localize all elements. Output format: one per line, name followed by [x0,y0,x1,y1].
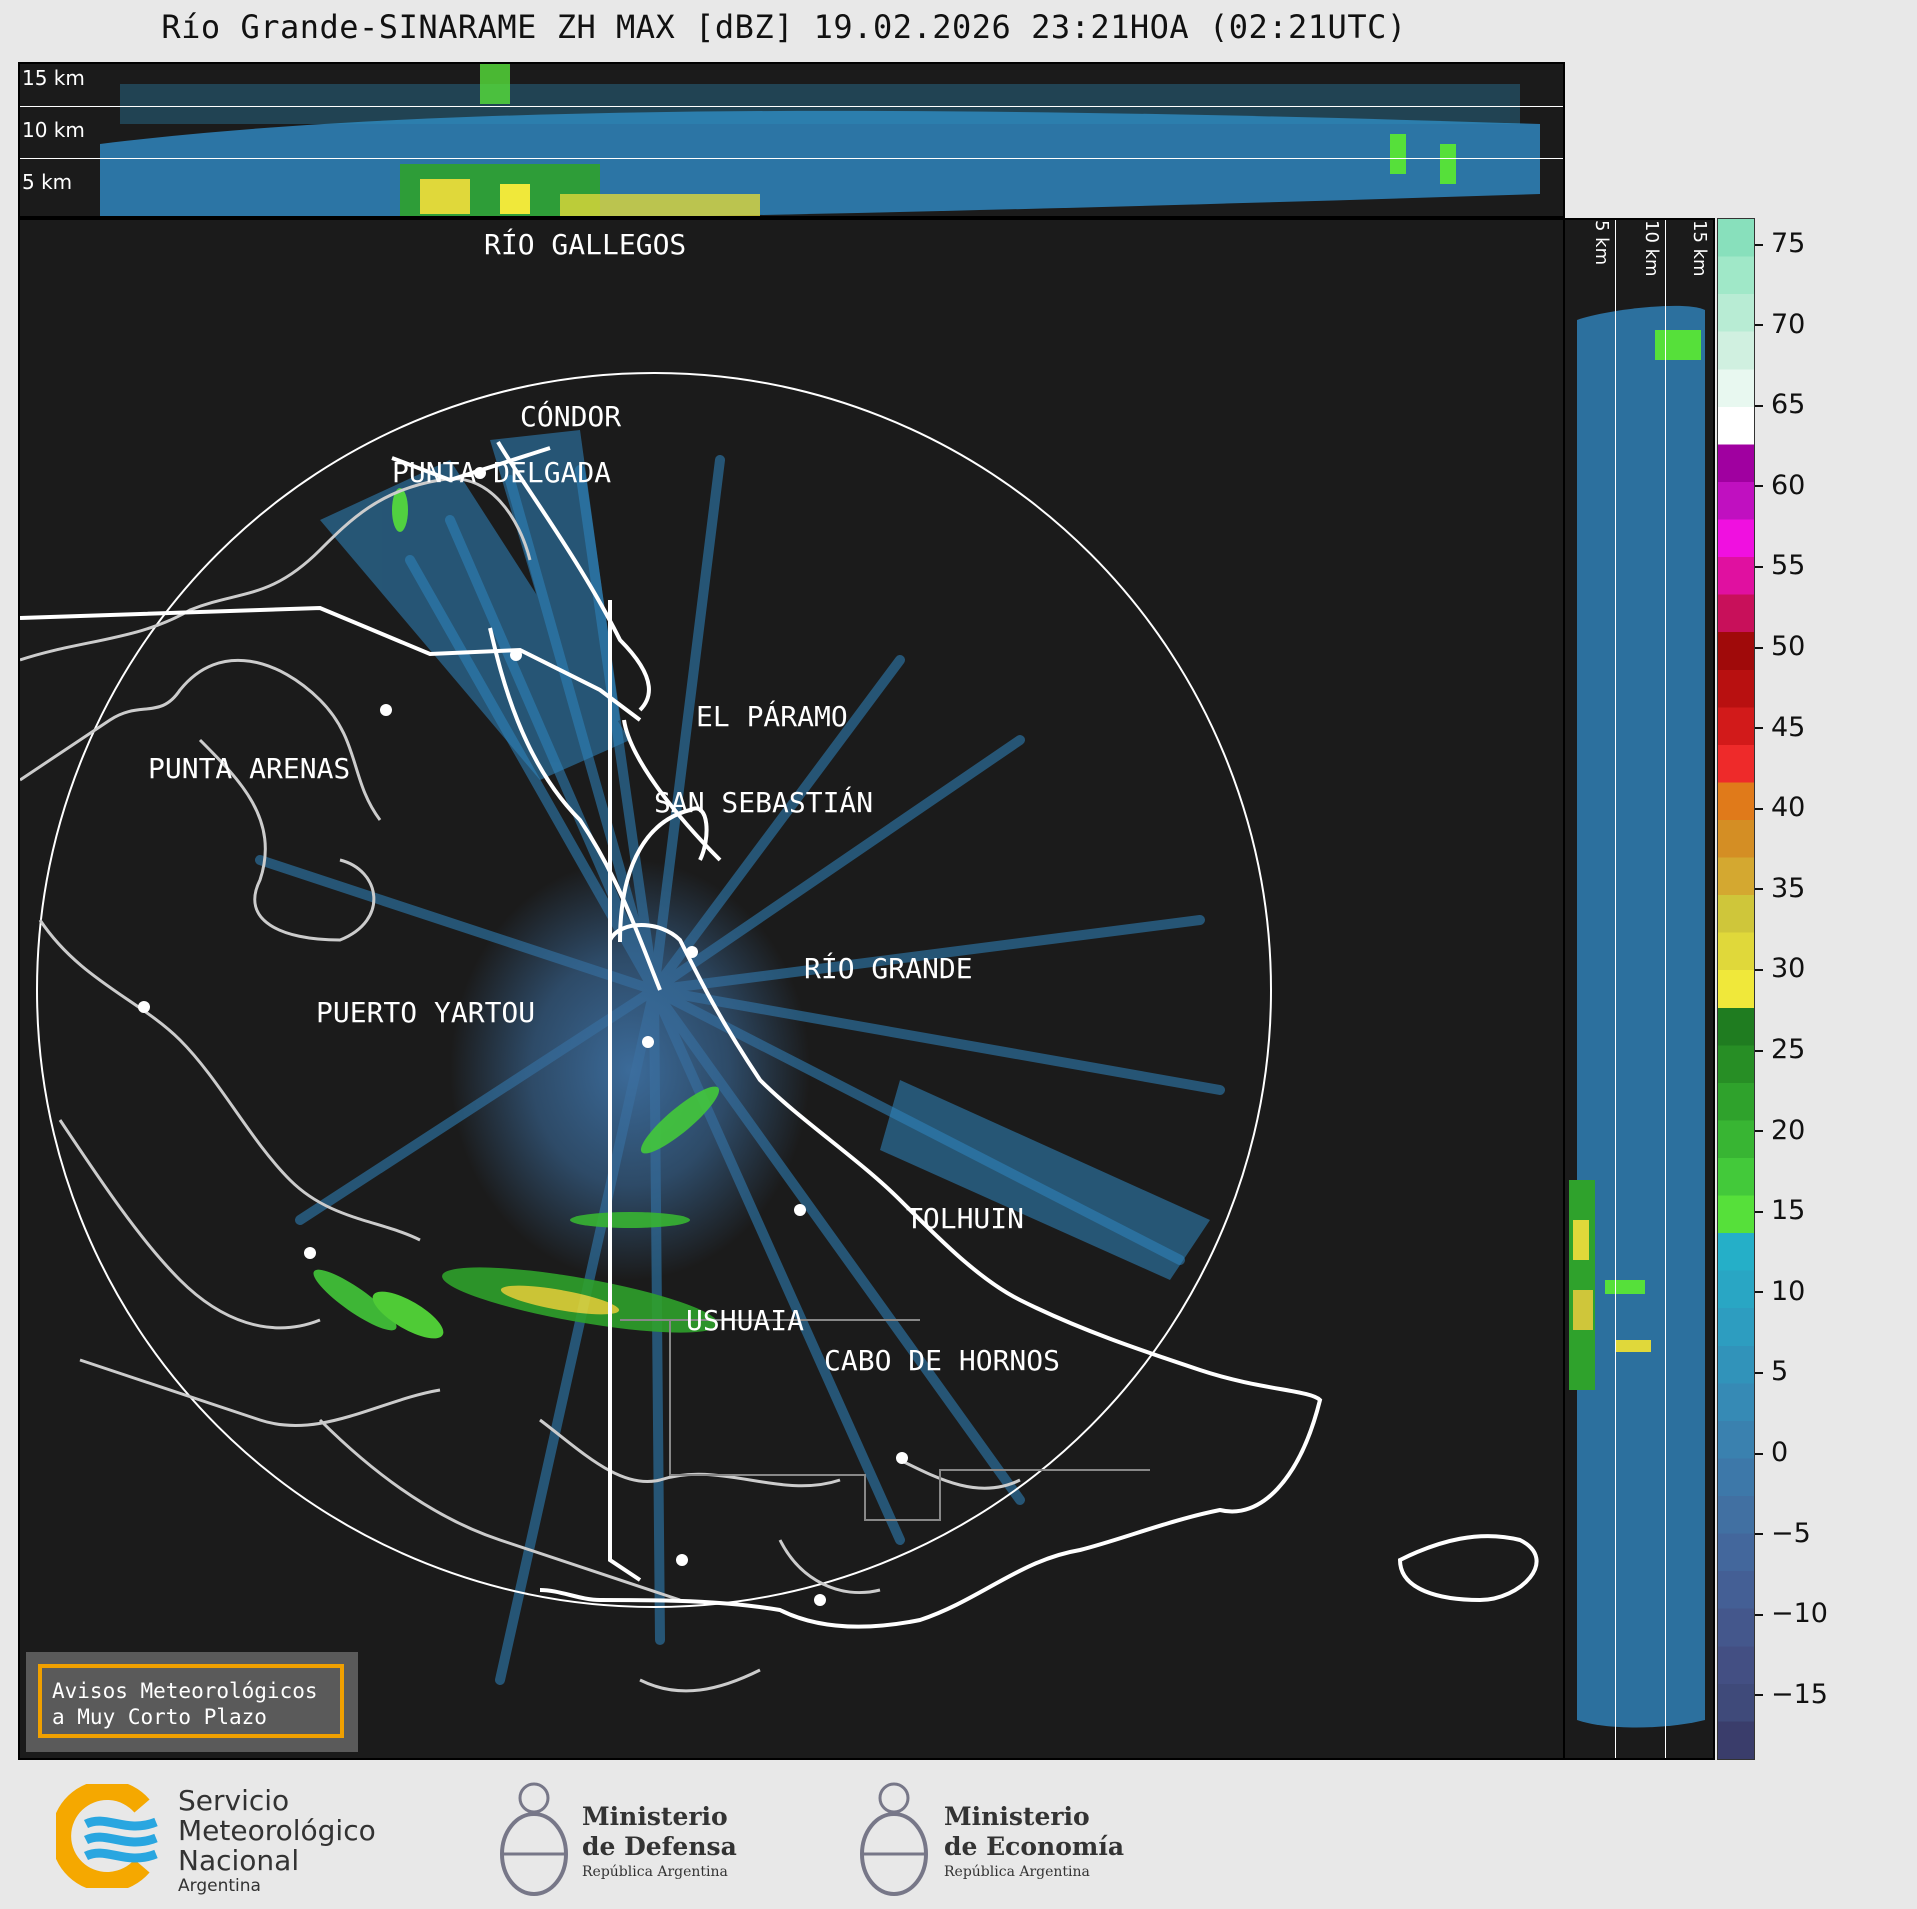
colorbar-tick: 45 [1755,712,1805,743]
colorbar-tick: −10 [1755,1598,1828,1629]
colorbar-tick: 15 [1755,1195,1805,1226]
top-10km-line [20,158,1563,159]
city-label-punta-arenas: PUNTA ARENAS [148,752,351,785]
radar-map-panel: RÍO GALLEGOS CÓNDOR PUNTA DELGADA EL PÁR… [18,218,1565,1760]
radar-range-ring [36,372,1272,1608]
avisos-line1: Avisos Meteorológicos [52,1679,318,1703]
side-5km-label: 5 km [1591,220,1612,266]
radar-map-svg [20,372,1539,1693]
avisos-notice[interactable]: Avisos Meteorológicos a Muy Corto Plazo [26,1652,358,1752]
side-15km-line [1665,220,1666,1758]
colorbar-tick: 60 [1755,470,1805,501]
top-15km-line [20,106,1563,107]
defensa-coat-of-arms-icon [500,1782,568,1896]
colorbar-tick: 35 [1755,873,1805,904]
side-10km-label: 10 km [1641,220,1662,277]
smn-line1: Servicio [178,1784,290,1817]
economia-coat-of-arms-icon [860,1782,928,1896]
city-label-tolhuin: TOLHUIN [906,1202,1025,1235]
top-cross-section-panel: 15 km 10 km 5 km [18,62,1565,218]
city-label-condor: CÓNDOR [520,400,622,433]
colorbar-tick: 25 [1755,1034,1805,1065]
map-title: Río Grande-SINARAME ZH MAX [dBZ] 19.02.2… [161,8,1407,46]
defensa-line3: República Argentina [582,1864,728,1880]
colorbar-tick: 0 [1755,1437,1788,1468]
city-label-ushuaia: USHUAIA [686,1304,805,1337]
smn-line3: Nacional [178,1844,300,1877]
colorbar-tick: 50 [1755,631,1805,662]
colorbar-tick: 75 [1755,228,1805,259]
radar-echo-bands [320,430,1210,1280]
province-borders [620,1319,1150,1521]
colorbar-tick: 30 [1755,953,1805,984]
colorbar-tick: 40 [1755,792,1805,823]
smn-line2: Meteorológico [178,1814,376,1847]
city-label-el-paramo: EL PÁRAMO [696,700,848,733]
smn-line4: Argentina [178,1876,261,1896]
colorbar-tick: 20 [1755,1115,1805,1146]
colorbar-tick: 65 [1755,389,1805,420]
smn-logo-icon [56,1784,158,1888]
defensa-line1: Ministerio [582,1802,728,1831]
dbz-colorbar [1717,218,1755,1760]
city-markers [138,467,908,1606]
country-borders [20,440,1539,1629]
economia-line2: de Economía [944,1832,1125,1861]
ground-clutter [450,860,810,1280]
city-label-san-sebastian: SAN SEBASTIÁN [654,786,874,819]
colorbar-tick: 70 [1755,309,1805,340]
top-15km-label: 15 km [22,66,85,90]
colorbar-tick: 55 [1755,550,1805,581]
city-label-rio-grande: RÍO GRANDE [804,952,973,985]
top-cross-section-echoes [100,64,1540,216]
side-cross-section-echoes [1569,305,1705,1728]
city-label-punta-delgada: PUNTA DELGADA [392,456,612,489]
economia-line1: Ministerio [944,1802,1090,1831]
precip-cells [313,488,720,1339]
defensa-line2: de Defensa [582,1832,737,1861]
colorbar-tick: −15 [1755,1679,1828,1710]
footer-logos: Servicio Meteorológico Nacional Argentin… [0,1762,1917,1909]
colorbar-tick: −5 [1755,1518,1811,1549]
top-5km-label: 5 km [22,170,73,194]
city-label-cabo-de-hornos: CABO DE HORNOS [824,1344,1061,1377]
coastlines [20,477,1021,1693]
side-15km-label: 15 km [1689,220,1710,277]
avisos-line2: a Muy Corto Plazo [52,1705,267,1729]
colorbar-tick: 5 [1755,1356,1788,1387]
city-label-rio-gallegos: RÍO GALLEGOS [484,228,687,261]
top-10km-label: 10 km [22,118,85,142]
side-10km-line [1615,220,1616,1758]
economia-line3: República Argentina [944,1864,1090,1880]
side-cross-section-panel: 5 km 10 km 15 km [1563,218,1715,1760]
city-label-puerto-yartou: PUERTO YARTOU [316,996,536,1029]
colorbar-tick: 10 [1755,1276,1805,1307]
